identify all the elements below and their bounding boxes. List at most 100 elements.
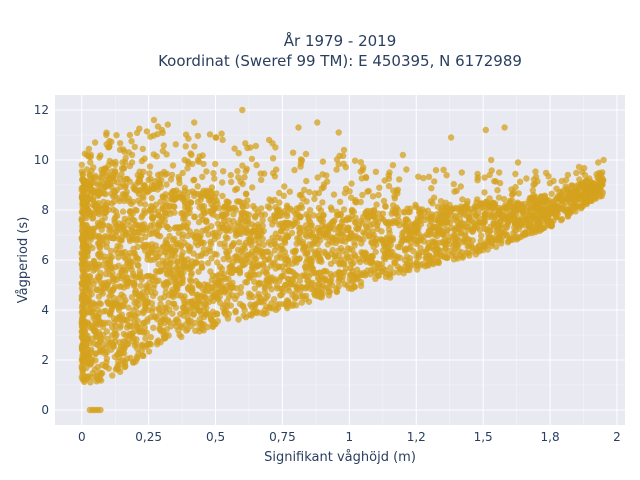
data-point <box>309 265 316 272</box>
data-point <box>264 256 272 263</box>
data-point <box>320 181 328 188</box>
data-point <box>140 319 148 326</box>
data-point <box>357 159 365 166</box>
data-point <box>120 197 128 205</box>
data-point <box>107 339 114 346</box>
data-point <box>283 300 290 308</box>
data-point <box>148 300 156 307</box>
data-point <box>486 227 493 234</box>
outlier-point <box>83 151 91 159</box>
data-point <box>273 301 280 308</box>
data-point <box>324 252 332 260</box>
data-point <box>415 173 422 180</box>
data-point <box>310 212 317 219</box>
data-point <box>319 199 326 206</box>
x-tick-label: 1 <box>346 430 354 444</box>
data-point <box>331 217 338 224</box>
data-point <box>304 277 311 285</box>
data-point <box>121 176 128 183</box>
data-point <box>309 226 317 233</box>
data-point <box>86 172 94 179</box>
data-point <box>184 315 191 322</box>
outlier-point <box>295 124 302 131</box>
data-point <box>184 298 192 306</box>
data-point <box>220 204 227 212</box>
data-point <box>104 260 111 268</box>
data-point <box>461 223 468 230</box>
data-point <box>109 372 116 379</box>
data-point <box>194 306 201 313</box>
data-point <box>581 164 588 172</box>
data-point <box>103 239 111 246</box>
data-point <box>145 348 153 355</box>
data-point <box>573 203 580 211</box>
data-point <box>394 212 402 219</box>
data-point <box>214 259 221 266</box>
data-point <box>79 330 86 337</box>
data-point <box>147 208 155 216</box>
data-point <box>541 192 548 199</box>
data-point <box>119 229 127 237</box>
data-point <box>443 254 450 261</box>
outlier-point <box>399 151 407 159</box>
data-point <box>139 193 146 200</box>
data-point <box>133 323 140 330</box>
data-point <box>239 162 246 169</box>
data-point <box>227 171 234 179</box>
data-point <box>424 260 432 267</box>
data-point <box>446 201 453 209</box>
data-point <box>98 166 105 173</box>
data-point <box>451 240 458 247</box>
y-tick-label: 4 <box>41 303 49 317</box>
data-point <box>150 214 157 221</box>
data-point <box>328 276 335 284</box>
outlier-point <box>496 169 503 176</box>
data-point <box>131 250 138 257</box>
data-point <box>80 176 87 183</box>
data-point <box>135 255 142 263</box>
data-point <box>224 253 232 260</box>
data-point <box>78 345 86 352</box>
data-point <box>337 230 344 237</box>
data-point <box>369 193 377 200</box>
outlier-point <box>265 136 273 144</box>
outlier-point <box>488 156 495 164</box>
data-point <box>370 261 377 268</box>
data-point <box>296 214 304 221</box>
data-point <box>494 227 502 234</box>
data-point <box>503 203 510 211</box>
outlier-point <box>474 174 481 181</box>
data-point <box>96 254 104 261</box>
data-point <box>378 215 385 222</box>
data-point <box>143 273 150 280</box>
data-point <box>415 230 422 237</box>
data-point <box>146 249 153 256</box>
data-point <box>199 250 206 258</box>
data-point <box>357 198 364 206</box>
data-point <box>125 253 132 260</box>
data-point <box>166 306 173 313</box>
data-point <box>276 189 283 197</box>
data-point <box>481 189 488 196</box>
data-point <box>271 240 278 248</box>
data-point <box>398 233 406 240</box>
data-point <box>398 238 405 245</box>
data-points <box>78 106 607 414</box>
data-point <box>135 296 143 304</box>
data-point <box>162 248 169 256</box>
data-point <box>433 241 440 248</box>
outlier-point <box>191 119 198 126</box>
data-point <box>157 295 164 302</box>
data-point <box>481 174 488 181</box>
data-point <box>87 379 94 386</box>
data-point <box>119 181 127 188</box>
data-point <box>79 280 86 287</box>
data-point <box>578 205 585 212</box>
data-point <box>248 155 256 163</box>
data-point <box>281 183 288 190</box>
data-point <box>385 182 393 190</box>
data-point <box>318 294 325 301</box>
data-point <box>319 158 327 165</box>
data-point <box>105 365 112 372</box>
data-point <box>199 152 206 159</box>
